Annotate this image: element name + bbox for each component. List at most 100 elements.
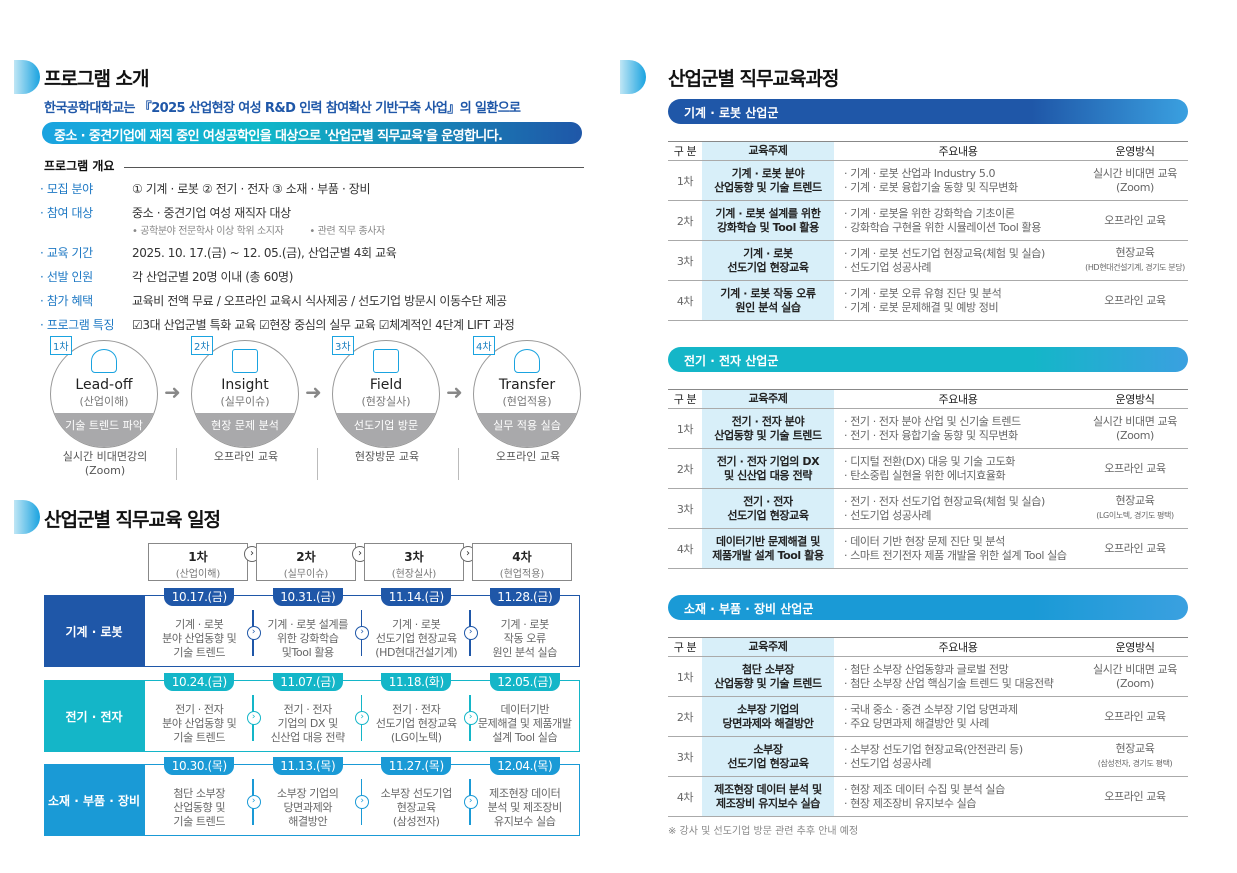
chevron-right-icon: › (463, 795, 478, 809)
round-cell: 3차 (668, 736, 702, 777)
table-row: 2차 기계 · 로봇 설계를 위한 강화학습 및 Tool 활용 · 기계 · 로봇… (668, 200, 1188, 241)
mode-cell: 현장교육 (HD현대건설기계, 경기도 분당) (1082, 240, 1188, 281)
topic-cell: 기계 · 로봇 분야 산업동향 및 기술 트렌드 (702, 160, 834, 201)
overview-title: 프로그램 개요 (44, 159, 115, 173)
step-subtitle: (산업이해) (79, 395, 129, 408)
round-cell: 1차 (668, 656, 702, 697)
content-cell: · 소부장 선도기업 현장교육(안전관리 등) · 선도기업 성공사례 (834, 736, 1082, 777)
overview-row: · 참여 대상 중소 · 중견기업 여성 재직자 대상 • 공학분야 전문학사 이상… (40, 204, 585, 242)
mode-cell: 실시간 비대면 교육 (Zoom) (1082, 408, 1188, 449)
overview-value-wrap: 중소 · 중견기업 여성 재직자 대상 • 공학분야 전문학사 이상 학위 소지자… (132, 204, 385, 242)
schedule-body: 10.17.(금) 기계 · 로봇 분야 산업동향 및 기술 트렌드 › 10.31.… (144, 588, 580, 667)
overview-label: · 참가 혜택 (40, 294, 93, 308)
mode-text: 실시간 비대면 교육 (Zoom) (1093, 662, 1177, 690)
overview-sub: • 공학분야 전문학사 이상 학위 소지자 • 관련 직무 종사자 (132, 222, 385, 237)
table-header: 주요내용 (834, 141, 1082, 161)
round-cell: 1차 (668, 160, 702, 201)
course-table: 구 분 교육주제 주요내용 운영방식 1차 기계 · 로봇 분야 산업동향 및 기술 트렌… (668, 141, 1188, 321)
topic-cell: 기계 · 로봇 선도기업 현장교육 (702, 240, 834, 281)
topic-cell: 전기 · 전자 선도기업 현장교육 (702, 488, 834, 529)
schedule-header-round: 1차 (188, 550, 208, 564)
content-cell: · 기계 · 로봇 선도기업 현장교육(체험 및 실습) · 선도기업 성공사례 (834, 240, 1082, 281)
round-cell: 2차 (668, 696, 702, 737)
content-cell: · 국내 중소 · 중견 소부장 기업 당면과제 · 주요 당면과제 해결방안 … (834, 696, 1082, 737)
table-row: 2차 전기 · 전자 기업의 DX 및 신산업 대응 전략 · 디지털 전환(DX)… (668, 448, 1188, 489)
schedule-row: 기계 · 로봇 10.17.(금) 기계 · 로봇 분야 산업동향 및 기술 트렌드… (44, 588, 580, 667)
divider (458, 448, 459, 480)
table-header: 구 분 (668, 637, 702, 657)
table-header: 운영방식 (1082, 389, 1188, 409)
blueprint-icon (373, 349, 399, 373)
step-badge: 3차 (332, 336, 354, 355)
step-band: 현장 문제 분석 (192, 413, 298, 447)
industry-pill: 소재 · 부품 · 장비 산업군 (668, 595, 1188, 620)
chevron-right-icon: › (246, 711, 261, 725)
table-header: 교육주제 (702, 141, 834, 161)
schedule-text: 기계 · 로봇 분야 산업동향 및 기술 트렌드 (162, 618, 237, 659)
chevron-right-icon: › (355, 626, 369, 640)
footnote: ※ 강사 및 선도기업 방문 관련 추후 안내 예정 (668, 826, 859, 837)
content-cell: · 기계 · 로봇 오류 유형 진단 및 분석 · 기계 · 로봇 문제해결 및… (834, 280, 1082, 321)
mode-text: 오프라인 교육 (1104, 789, 1166, 803)
content-cell: · 현장 제조 데이터 수집 및 분석 실습 · 현장 제조장비 유지보수 실습 (834, 776, 1082, 817)
table-header: 주요내용 (834, 637, 1082, 657)
step-circle: Field (현장실사) 선도기업 방문 (332, 340, 440, 448)
mode-cell: 오프라인 교육 (1082, 280, 1188, 321)
mode-cell: 실시간 비대면 교육 (Zoom) (1082, 160, 1188, 201)
mode-text: 실시간 비대면 교육 (Zoom) (1093, 414, 1177, 442)
schedule-cell: 10.30.(목) 첨단 소부장 산업동향 및 기술 트렌드 › (145, 757, 261, 835)
step-title: Field (369, 377, 403, 393)
schedule-cell: 11.13.(목) 소부장 기업의 당면과제와 해결방안 › (254, 757, 369, 835)
mode-text: 현장교육 (1115, 742, 1155, 755)
step-title: Transfer (498, 377, 556, 393)
schedule-date: 12.04.(목) (489, 757, 560, 775)
schedule-text: 첨단 소부장 산업동향 및 기술 트렌드 (173, 787, 226, 828)
content-cell: · 전기 · 전자 분야 산업 및 신기술 트렌드 · 전기 · 전자 융합기술… (834, 408, 1082, 449)
table-row: 3차 기계 · 로봇 선도기업 현장교육 · 기계 · 로봇 선도기업 현장교육(체… (668, 240, 1188, 281)
schedule-body: 10.30.(목) 첨단 소부장 산업동향 및 기술 트렌드 › 11.13.(목) 소… (144, 757, 580, 836)
presentation-icon (232, 349, 258, 373)
mode-sub: (삼성전자, 경기도 평택) (1097, 759, 1173, 768)
round-cell: 4차 (668, 528, 702, 569)
schedule-date: 11.27.(목) (381, 757, 452, 775)
step-title: Lead-off (75, 377, 133, 393)
schedule-header-round: 2차 (296, 550, 316, 564)
chevron-right-icon: › (355, 795, 369, 809)
table-row: 1차 기계 · 로봇 분야 산업동향 및 기술 트렌드 · 기계 · 로봇 산업과 … (668, 160, 1188, 201)
arrow-right-icon: ➜ (305, 380, 322, 404)
schedule-date: 11.18.(화) (381, 673, 452, 691)
step-circle: Lead-off (산업이해) 기술 트렌드 파악 (50, 340, 158, 448)
head-gear-icon (91, 349, 117, 373)
overview-label: · 선발 인원 (40, 270, 93, 284)
step-badge: 4차 (473, 336, 495, 355)
schedule-text: 소부장 기업의 당면과제와 해결방안 (277, 787, 339, 828)
mode-cell: 현장교육 (삼성전자, 경기도 평택) (1082, 736, 1188, 777)
table-row: 1차 첨단 소부장 산업동향 및 기술 트렌드 · 첨단 소부장 산업동향과 글로벌… (668, 656, 1188, 697)
mode-text: 현장교육 (1115, 494, 1155, 507)
round-cell: 3차 (668, 240, 702, 281)
table-header: 주요내용 (834, 389, 1082, 409)
schedule-header: 2차 (실무이슈) (256, 543, 356, 581)
schedule-cell: 11.14.(금) 기계 · 로봇 선도기업 현장교육 (HD현대건설기계) › (362, 588, 478, 666)
mode-cell: 오프라인 교육 (1082, 776, 1188, 817)
mode-cell: 오프라인 교육 (1082, 448, 1188, 489)
section-marker-icon (14, 60, 40, 94)
divider (124, 167, 584, 168)
mode-sub: (HD현대건설기계, 경기도 분당) (1085, 263, 1185, 272)
step-band: 실무 적용 실습 (474, 413, 580, 447)
content-cell: · 기계 · 로봇 산업과 Industry 5.0 · 기계 · 로봇 융합기… (834, 160, 1082, 201)
schedule-header: 1차 (산업이해) (148, 543, 248, 581)
arrow-right-icon: ➜ (164, 380, 181, 404)
mode-cell: 현장교육 (LG이노텍, 경기도 평택) (1082, 488, 1188, 529)
content-cell: · 기계 · 로봇을 위한 강화학습 기초이론 · 강화학습 구현을 위한 시뮬… (834, 200, 1082, 241)
schedule-header-phase: (실무이슈) (283, 569, 329, 580)
overview-row: · 선발 인원 각 산업군별 20명 이내 (총 60명) (40, 268, 585, 285)
schedule-date: 10.17.(금) (164, 588, 235, 606)
round-cell: 1차 (668, 408, 702, 449)
schedule-text: 데이터기반 문제해결 및 제품개발 설계 Tool 실습 (477, 703, 572, 744)
overview-value-wrap: 각 산업군별 20명 이내 (총 60명) (132, 268, 293, 285)
schedule-cell: 10.17.(금) 기계 · 로봇 분야 산업동향 및 기술 트렌드 › (145, 588, 261, 666)
schedule-cell: 10.31.(금) 기계 · 로봇 설계를 위한 강화학습 및Tool 활용 › (254, 588, 369, 666)
content-cell: · 데이터 기반 현장 문제 진단 및 분석 · 스마트 전기전자 제품 개발을… (834, 528, 1082, 569)
table-header: 운영방식 (1082, 637, 1188, 657)
